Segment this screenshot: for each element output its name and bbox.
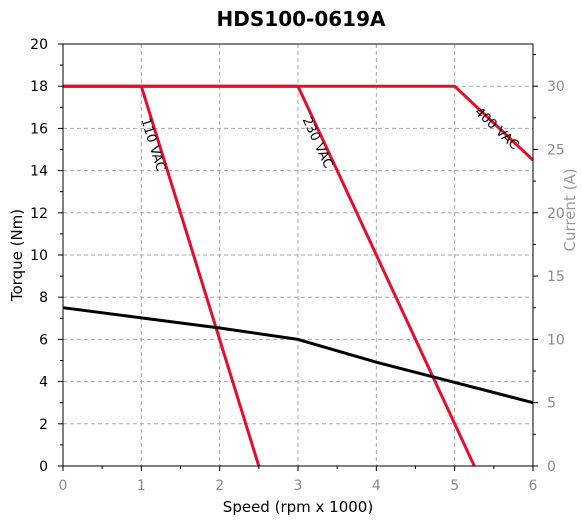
y-tick-label: 18	[30, 79, 48, 95]
y-tick-label: 6	[39, 332, 48, 348]
y-tick-label: 16	[30, 121, 48, 137]
y-tick-label: 8	[39, 290, 48, 306]
series-label: 230 VAC	[299, 115, 336, 171]
series-label: 110 VAC	[137, 116, 168, 173]
current-curve	[62, 306, 534, 405]
y-tick-label: 10	[30, 248, 48, 264]
x-axis-label: Speed (rpm x 1000)	[223, 498, 373, 516]
x-tick-label: 3	[294, 478, 303, 494]
y2-tick-label: 10	[547, 332, 565, 348]
y2-tick-label: 30	[547, 79, 565, 95]
x-tick-label: 0	[59, 478, 68, 494]
y2-tick-label: 15	[547, 269, 565, 285]
series-labels: 110 VAC 230 VAC 400 VAC	[137, 105, 521, 173]
y2-tick-label: 25	[547, 142, 565, 158]
series-label: 400 VAC	[471, 105, 521, 153]
y-axis-label-right: Current (A)	[561, 168, 579, 251]
x-tick-label: 2	[215, 478, 224, 494]
voltage-torque-curve	[63, 84, 476, 467]
x-tick-label: 5	[450, 478, 459, 494]
grid	[63, 44, 533, 466]
y-tick-label: 12	[30, 206, 48, 222]
x-tick-label: 6	[529, 478, 538, 494]
chart-title: HDS100-0619A	[217, 7, 386, 31]
y-tick-label: 0	[39, 459, 48, 475]
plot-frame	[62, 43, 534, 467]
y-tick-label: 4	[39, 375, 48, 391]
y2-tick-label: 0	[547, 459, 556, 475]
y-tick-label: 20	[30, 37, 48, 53]
y2-tick-label: 20	[547, 206, 565, 222]
y-axis-label-left: Torque (Nm)	[8, 209, 26, 302]
y-tick-label: 2	[39, 417, 48, 433]
x-tick-label: 1	[137, 478, 146, 494]
y2-tick-label: 5	[547, 396, 556, 412]
voltage-torque-curve	[63, 84, 535, 162]
y-tick-label: 14	[30, 164, 48, 180]
x-tick-label: 4	[372, 478, 381, 494]
series-lines	[62, 84, 535, 467]
